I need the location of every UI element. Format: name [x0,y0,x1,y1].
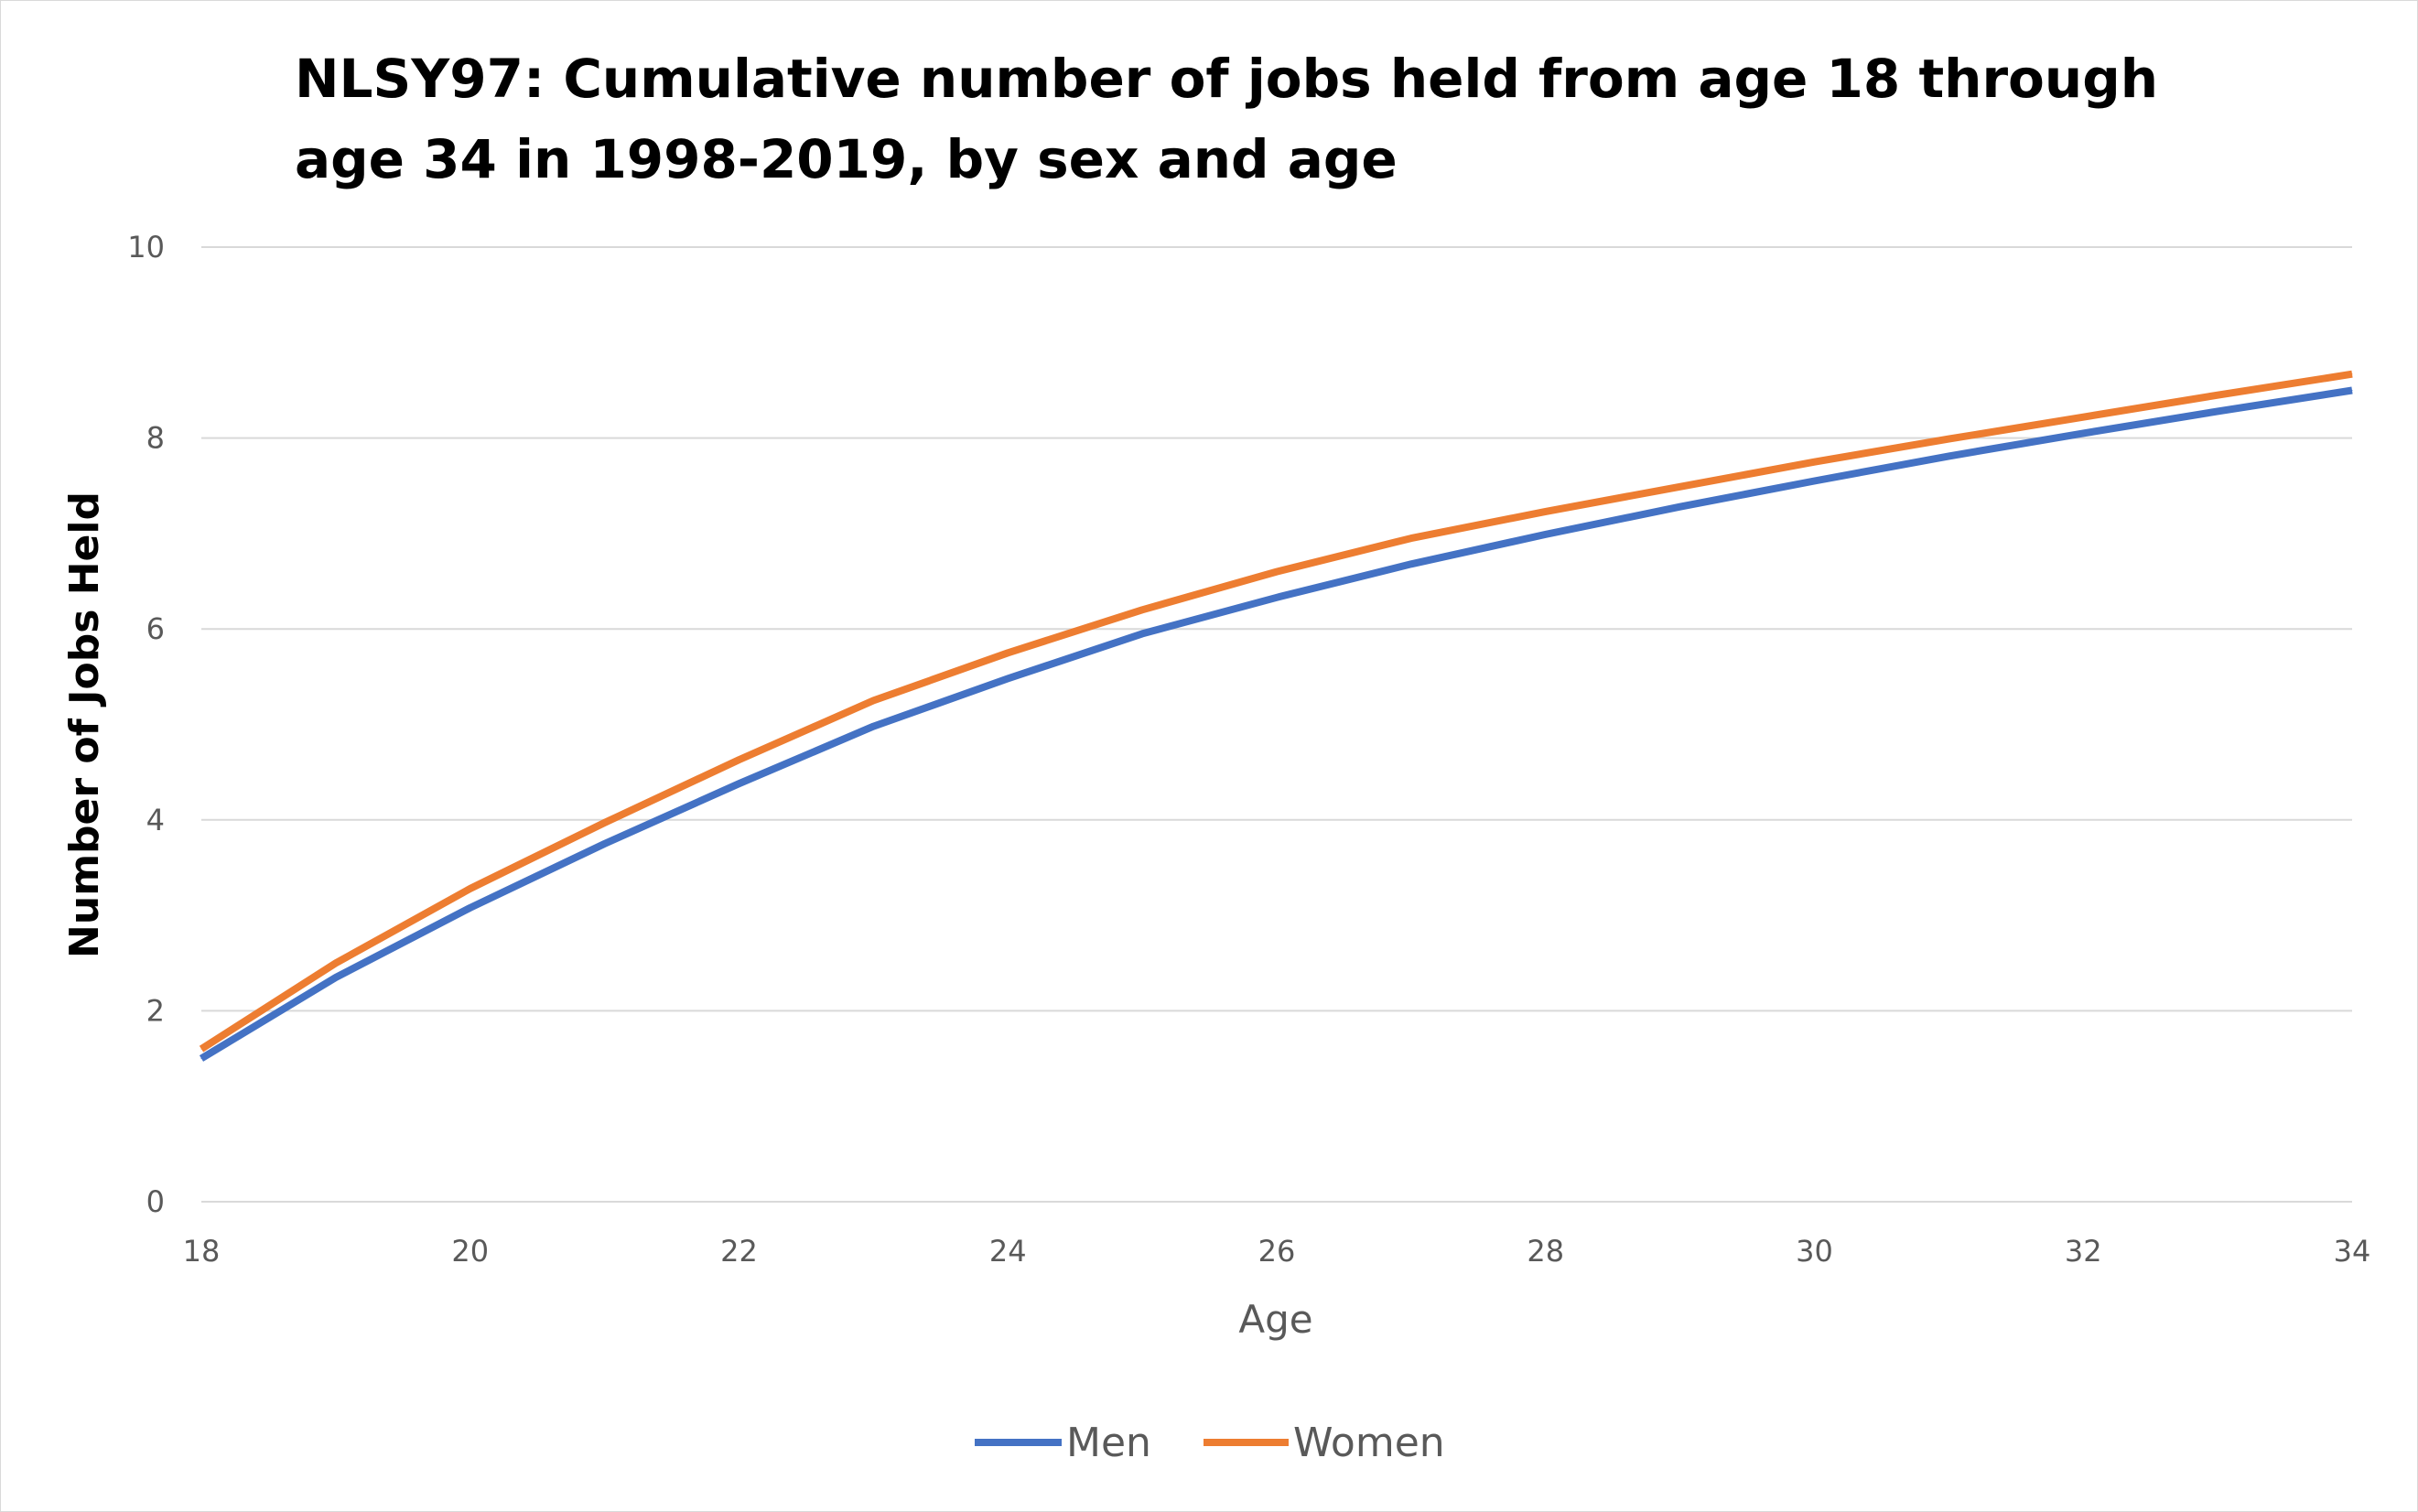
y-tick-label: 8 [146,421,165,456]
legend-label: Women [1293,1420,1445,1466]
data-point-women [1545,511,1547,513]
data-point-men [1679,506,1681,508]
series-women [199,370,2353,1053]
data-point-women [2351,373,2353,375]
legend-label: Men [1066,1420,1151,1466]
data-point-women [200,1048,202,1050]
data-point-men [1007,677,1009,679]
data-point-men [1410,563,1412,565]
data-point-men [2082,432,2084,434]
data-point-women [1814,461,1815,463]
data-point-men [2351,389,2353,391]
data-point-men [604,843,606,845]
series-lines [199,370,2353,1062]
legend-item-women: Women [1204,1420,1445,1466]
x-tick-label: 18 [183,1234,221,1269]
y-axis-title: Number of Jobs Held [61,491,108,958]
series-line-women [199,370,2353,1053]
data-point-men [1545,534,1547,535]
data-point-men [1948,455,1949,457]
legend: Men Women [975,1420,1445,1466]
x-tick-label: 24 [989,1234,1027,1269]
data-point-men [1141,632,1143,634]
x-tick-label: 32 [2065,1234,2102,1269]
y-tick-label: 6 [146,611,165,646]
data-point-men [872,726,874,728]
y-tick-label: 4 [146,803,165,837]
y-tick-label: 0 [146,1184,165,1219]
data-point-men [1276,597,1278,599]
x-axis-ticks: 18 20 22 24 26 28 30 32 34 [183,1234,2371,1269]
gridlines [201,246,2352,1203]
y-tick-label: 10 [127,230,165,265]
data-point-women [2082,416,2084,418]
data-point-women [335,962,337,964]
x-tick-label: 34 [2334,1234,2371,1269]
series-line-men [199,386,2353,1062]
data-point-women [1410,537,1412,539]
x-tick-label: 20 [451,1234,489,1269]
data-point-women [1679,486,1681,488]
x-tick-label: 26 [1258,1234,1296,1269]
y-axis-ticks: 0 2 4 6 8 10 [127,230,165,1219]
x-axis-title: Age [1238,1297,1312,1342]
data-point-women [604,822,606,824]
legend-item-men: Men [975,1420,1151,1466]
data-point-women [1948,438,1949,440]
data-point-men [200,1058,202,1060]
x-tick-label: 28 [1527,1234,1564,1269]
y-tick-label: 2 [146,993,165,1028]
data-point-women [872,699,874,701]
chart-title: NLSY97: Cumulative number of jobs held f… [295,48,2159,190]
data-point-women [1276,571,1278,573]
x-tick-label: 22 [720,1234,758,1269]
series-men [199,386,2353,1062]
x-tick-label: 30 [1796,1234,1833,1269]
